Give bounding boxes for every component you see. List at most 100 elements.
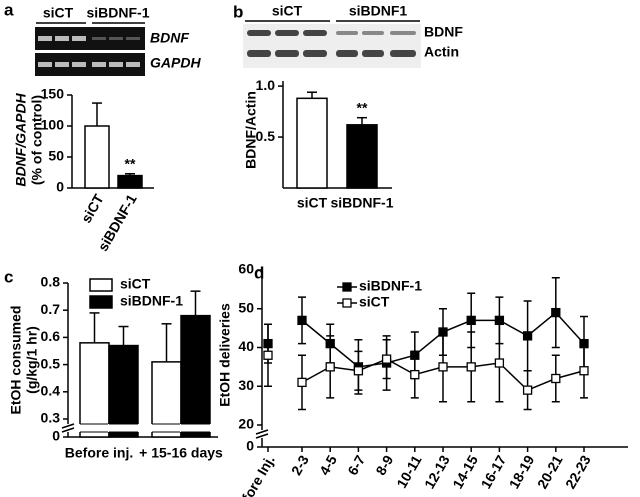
y-tick-label: 0.8 bbox=[41, 274, 61, 290]
y-tick-label: 20 bbox=[238, 416, 254, 432]
x-tick-label: Before inj. bbox=[65, 445, 133, 461]
marker bbox=[438, 327, 448, 337]
panel-letter: d bbox=[254, 263, 264, 282]
y-axis-label: EtOH deliveries bbox=[217, 303, 233, 407]
bar bbox=[346, 124, 378, 189]
y-tick-label: 1.0 bbox=[256, 77, 276, 93]
bar bbox=[117, 174, 143, 189]
marker bbox=[551, 307, 561, 318]
marker bbox=[466, 315, 476, 326]
lane-label: siBDNF-1 bbox=[86, 5, 149, 21]
blot-image bbox=[243, 20, 421, 68]
y-axis-label: (% of control) bbox=[29, 95, 45, 185]
legend-label: siCT bbox=[120, 276, 151, 292]
y-tick-label: 0 bbox=[52, 428, 60, 444]
gel-image bbox=[35, 22, 145, 76]
band-label: GAPDH bbox=[150, 55, 201, 71]
break-gap bbox=[108, 424, 139, 432]
x-tick-label: 4-5 bbox=[316, 452, 340, 478]
marker bbox=[297, 377, 307, 388]
legend-label: siCT bbox=[359, 294, 390, 310]
break-gap bbox=[151, 424, 182, 432]
x-tick-label: Before Inj. bbox=[230, 452, 278, 497]
bar bbox=[296, 97, 328, 189]
y-tick-label: 50 bbox=[48, 148, 64, 164]
lane-label: siCT bbox=[272, 3, 303, 19]
band-label: Actin bbox=[424, 44, 459, 60]
marker bbox=[494, 315, 505, 326]
marker bbox=[522, 331, 533, 341]
lane-label: siBDNF1 bbox=[349, 3, 408, 19]
panel-letter: b bbox=[233, 2, 243, 21]
marker bbox=[297, 315, 307, 326]
significance-label: ** bbox=[357, 99, 368, 115]
y-tick-label: 0 bbox=[246, 438, 254, 454]
legend-marker bbox=[342, 282, 352, 292]
marker bbox=[494, 358, 505, 368]
lane-label: siCT bbox=[43, 5, 74, 21]
y-tick-label: 0 bbox=[56, 179, 64, 195]
marker bbox=[522, 385, 533, 395]
y-tick-label: 50 bbox=[238, 299, 254, 315]
x-tick-label: 14-15 bbox=[449, 452, 481, 491]
y-tick-label: 40 bbox=[238, 338, 254, 354]
y-tick-label: 150 bbox=[41, 86, 65, 102]
marker bbox=[579, 366, 589, 376]
x-tick-label: 20-21 bbox=[534, 452, 566, 491]
y-axis-label: EtOH consumed bbox=[8, 306, 24, 415]
legend-swatch bbox=[89, 278, 113, 292]
marker bbox=[438, 362, 448, 372]
marker bbox=[410, 369, 420, 380]
axis-break bbox=[255, 433, 269, 439]
y-tick-label: 30 bbox=[238, 377, 254, 393]
significance-label: ** bbox=[125, 155, 136, 171]
band-label: BDNF bbox=[150, 30, 189, 46]
bar bbox=[84, 125, 110, 189]
x-tick-label: 22-23 bbox=[562, 452, 594, 491]
marker bbox=[381, 354, 392, 364]
x-tick-label: siCT bbox=[297, 195, 328, 211]
y-tick-label: 0.6 bbox=[41, 328, 61, 344]
break-gap bbox=[79, 424, 110, 432]
y-tick-label: 0.4 bbox=[41, 383, 61, 399]
marker bbox=[263, 338, 273, 349]
break-gap bbox=[180, 424, 211, 432]
x-tick-label: 6-7 bbox=[344, 452, 368, 478]
x-tick-label: 18-19 bbox=[506, 452, 538, 491]
x-tick-label: 16-17 bbox=[477, 452, 509, 491]
band-label: BDNF bbox=[424, 24, 463, 40]
y-axis-label: BDNF/Actin bbox=[243, 91, 259, 169]
x-tick-label: 12-13 bbox=[421, 452, 453, 491]
legend-swatch bbox=[89, 295, 113, 309]
y-tick-label: 0.7 bbox=[41, 301, 61, 317]
axis-break bbox=[255, 429, 269, 435]
x-tick-label: + 15-16 days bbox=[139, 445, 223, 461]
legend-label: siBDNF-1 bbox=[359, 278, 422, 294]
bar bbox=[108, 344, 139, 438]
y-tick-label: 0.3 bbox=[41, 410, 61, 426]
legend-label: siBDNF-1 bbox=[120, 293, 183, 309]
marker bbox=[579, 338, 589, 349]
x-tick-label: 8-9 bbox=[372, 452, 396, 478]
axis-break bbox=[61, 423, 75, 429]
marker bbox=[353, 366, 364, 376]
marker bbox=[466, 362, 476, 372]
marker bbox=[325, 362, 335, 372]
y-tick-label: 100 bbox=[41, 117, 65, 133]
marker bbox=[325, 338, 335, 349]
marker bbox=[263, 350, 273, 360]
y-axis-label: BDNF/GAPDH bbox=[13, 92, 29, 186]
bar bbox=[180, 314, 211, 438]
y-tick-label: 0.5 bbox=[41, 355, 61, 371]
x-tick-label: siBDNF-1 bbox=[330, 195, 393, 211]
marker bbox=[410, 350, 420, 360]
panel-letter: a bbox=[4, 0, 14, 19]
marker bbox=[551, 373, 561, 384]
x-tick-label: 2-3 bbox=[288, 452, 312, 478]
y-tick-label: 60 bbox=[238, 261, 254, 277]
legend-marker bbox=[342, 298, 352, 308]
axis-break bbox=[61, 427, 75, 433]
y-axis-label: (g/kg/1 hr) bbox=[24, 326, 40, 394]
